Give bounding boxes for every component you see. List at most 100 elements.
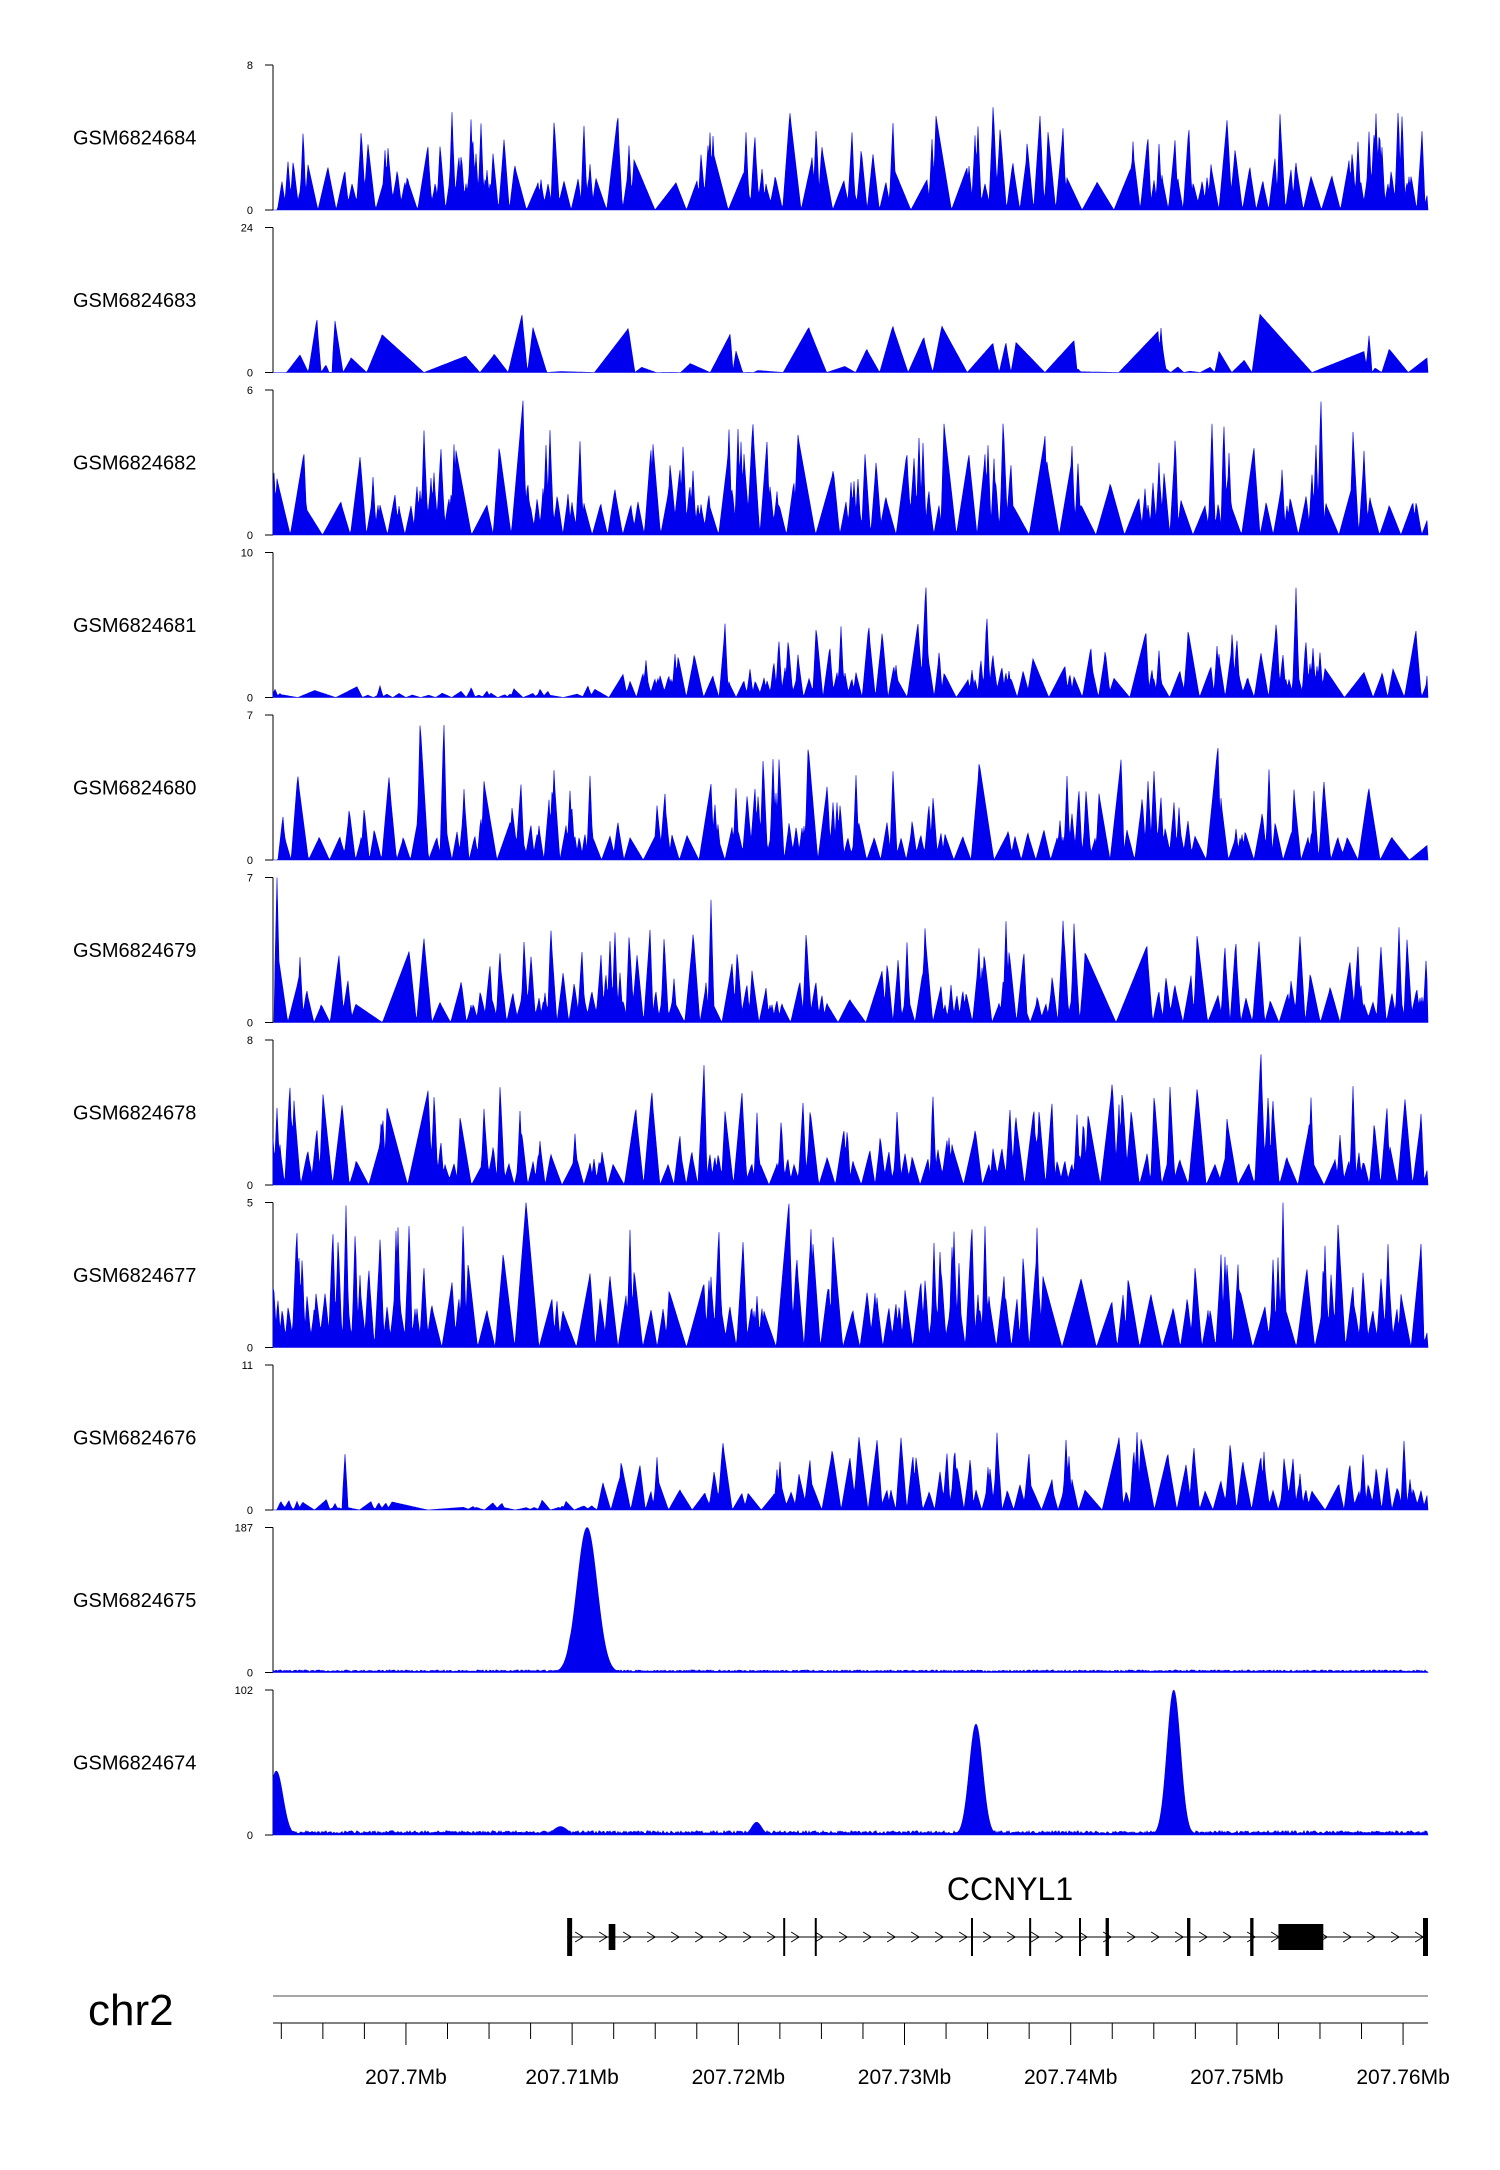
y-max-label: 187 bbox=[235, 1523, 253, 1535]
strand-arrow bbox=[1030, 1931, 1041, 1943]
exon-block bbox=[814, 1918, 817, 1956]
strand-arrow bbox=[982, 1931, 993, 1943]
strand-arrow bbox=[790, 1931, 801, 1943]
y-min-label: 0 bbox=[247, 855, 253, 867]
signal-tracks: GSM682468480GSM6824683240GSM682468260GSM… bbox=[73, 60, 1429, 1842]
track-GSM6824676: GSM6824676 11 0 bbox=[73, 1360, 1429, 1517]
signal-area bbox=[273, 877, 1429, 1024]
strand-arrow bbox=[598, 1931, 609, 1943]
signal-area bbox=[272, 1202, 1429, 1349]
signal-area bbox=[273, 107, 1429, 211]
track-GSM6824682: GSM6824682 6 0 bbox=[73, 385, 1429, 542]
y-max-label: 7 bbox=[247, 873, 253, 885]
track-GSM6824674: GSM6824674 102 0 bbox=[73, 1685, 1429, 1842]
exon-block bbox=[1278, 1924, 1324, 1950]
y-max-label: 5 bbox=[247, 1198, 253, 1210]
y-max-label: 8 bbox=[247, 60, 253, 72]
exon-block bbox=[1105, 1918, 1109, 1956]
strand-arrow bbox=[766, 1931, 777, 1943]
track-name-label: GSM6824680 bbox=[73, 778, 196, 800]
track-GSM6824679: GSM6824679 7 0 bbox=[73, 873, 1429, 1030]
genomic-coordinate-axis: chr2 207.7Mb 207.71Mb 207.72Mb 207.73Mb 207.… bbox=[88, 1986, 1450, 2089]
exon-block bbox=[1423, 1918, 1428, 1956]
strand-arrow bbox=[958, 1931, 969, 1943]
track-GSM6824683: GSM6824683 24 0 bbox=[73, 223, 1429, 380]
strand-arrow bbox=[838, 1931, 849, 1943]
y-min-label: 0 bbox=[247, 368, 253, 380]
tick-label: 207.73Mb bbox=[858, 2066, 951, 2089]
track-GSM6824675: GSM6824675 187 0 bbox=[73, 1523, 1429, 1680]
track-name-label: GSM6824675 bbox=[73, 1590, 196, 1612]
strand-arrow bbox=[574, 1931, 585, 1943]
strand-arrow bbox=[1174, 1931, 1185, 1943]
strand-arrow bbox=[670, 1931, 681, 1943]
y-min-label: 0 bbox=[247, 205, 253, 217]
strand-arrow bbox=[622, 1931, 633, 1943]
strand-arrow bbox=[934, 1931, 945, 1943]
track-name-label: GSM6824679 bbox=[73, 940, 196, 962]
y-min-label: 0 bbox=[247, 1505, 253, 1517]
strand-arrow bbox=[910, 1931, 921, 1943]
strand-arrow bbox=[886, 1931, 897, 1943]
strand-arrow bbox=[862, 1931, 873, 1943]
y-max-label: 102 bbox=[235, 1685, 253, 1697]
signal-area bbox=[272, 1054, 1429, 1186]
y-min-label: 0 bbox=[247, 693, 253, 705]
tick-label: 207.74Mb bbox=[1024, 2066, 1117, 2089]
y-min-label: 0 bbox=[247, 1668, 253, 1680]
tick-label: 207.7Mb bbox=[365, 2066, 447, 2089]
strand-arrow bbox=[1222, 1931, 1233, 1943]
tick-label: 207.72Mb bbox=[692, 2066, 785, 2089]
y-min-label: 0 bbox=[247, 530, 253, 542]
track-name-label: GSM6824681 bbox=[73, 615, 196, 637]
exon-block bbox=[783, 1918, 786, 1956]
strand-arrow bbox=[694, 1931, 705, 1943]
tick-label: 207.71Mb bbox=[525, 2066, 618, 2089]
y-max-label: 7 bbox=[247, 710, 253, 722]
signal-area bbox=[272, 1689, 1429, 1836]
strand-arrow bbox=[646, 1931, 657, 1943]
strand-arrow bbox=[1078, 1931, 1089, 1943]
track-name-label: GSM6824677 bbox=[73, 1265, 196, 1287]
tick-label: 207.76Mb bbox=[1356, 2066, 1449, 2089]
track-name-label: GSM6824676 bbox=[73, 1428, 196, 1450]
exon-block bbox=[970, 1918, 973, 1956]
gene-annotation-track: CCNYL1 bbox=[567, 1871, 1428, 1956]
signal-area bbox=[273, 1432, 1429, 1512]
track-GSM6824684: GSM6824684 8 0 bbox=[73, 60, 1429, 217]
strand-arrow bbox=[1006, 1931, 1017, 1943]
y-min-label: 0 bbox=[247, 1343, 253, 1355]
track-name-label: GSM6824674 bbox=[73, 1753, 196, 1775]
strand-arrow bbox=[1150, 1931, 1161, 1943]
exon-block bbox=[567, 1918, 573, 1956]
signal-area bbox=[273, 313, 1429, 374]
y-max-label: 11 bbox=[242, 1360, 253, 1372]
y-min-label: 0 bbox=[247, 1830, 253, 1842]
strand-arrow bbox=[1126, 1931, 1137, 1943]
y-max-label: 24 bbox=[241, 223, 253, 235]
strand-arrow bbox=[1366, 1931, 1377, 1943]
strand-arrow bbox=[718, 1931, 729, 1943]
tick-label: 207.75Mb bbox=[1190, 2066, 1283, 2089]
y-max-label: 6 bbox=[247, 385, 253, 397]
strand-arrow bbox=[742, 1931, 753, 1943]
exon-block bbox=[1187, 1918, 1191, 1956]
strand-arrow bbox=[1390, 1931, 1401, 1943]
track-name-label: GSM6824678 bbox=[73, 1103, 196, 1125]
strand-arrow bbox=[1246, 1931, 1257, 1943]
signal-area bbox=[272, 400, 1429, 536]
exon-block bbox=[1079, 1918, 1082, 1956]
strand-arrow bbox=[1054, 1931, 1065, 1943]
track-name-label: GSM6824683 bbox=[73, 290, 196, 312]
signal-area bbox=[273, 724, 1429, 861]
exon-block bbox=[1029, 1918, 1032, 1956]
y-max-label: 10 bbox=[241, 548, 253, 560]
exon-block bbox=[1250, 1918, 1254, 1956]
y-max-label: 8 bbox=[247, 1035, 253, 1047]
exon-block bbox=[608, 1924, 616, 1950]
chromosome-label: chr2 bbox=[88, 1986, 174, 2035]
gene-name-label: CCNYL1 bbox=[947, 1871, 1073, 1907]
y-min-label: 0 bbox=[247, 1018, 253, 1030]
strand-arrow bbox=[814, 1931, 825, 1943]
